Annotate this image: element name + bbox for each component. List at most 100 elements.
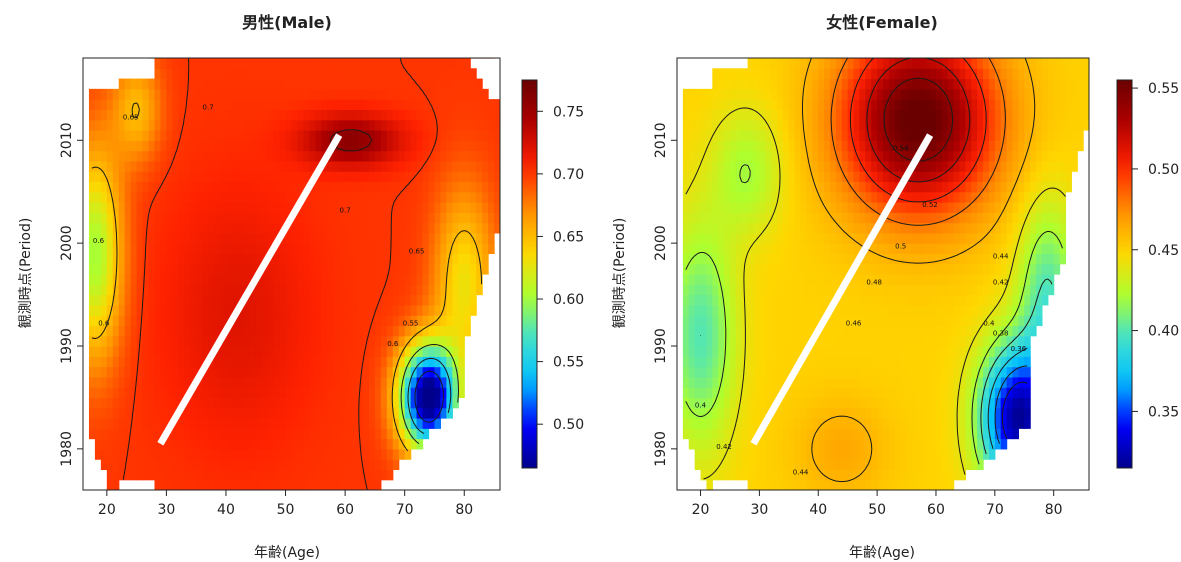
heatmap-cell xyxy=(410,263,418,275)
heatmap-cell xyxy=(847,407,855,419)
heatmap-cell xyxy=(279,418,287,429)
heatmap-cell xyxy=(196,397,203,409)
heatmap-cell xyxy=(694,109,702,121)
heatmap-cell xyxy=(800,109,808,121)
heatmap-cell xyxy=(841,212,849,224)
heatmap-cell xyxy=(682,181,690,193)
heatmap-cell xyxy=(835,88,843,100)
heatmap-cell xyxy=(847,171,855,183)
heatmap-cell xyxy=(741,284,749,296)
heatmap-cell xyxy=(237,346,245,357)
heatmap-cell xyxy=(392,387,400,399)
heatmap-cell xyxy=(106,356,114,368)
heatmap-cell xyxy=(853,181,861,193)
heatmap-cell xyxy=(231,78,239,90)
heatmap-cell xyxy=(476,109,483,121)
contour-label: 0.65 xyxy=(123,114,139,122)
heatmap-cell xyxy=(440,212,447,224)
heatmap-cell xyxy=(321,397,328,409)
heatmap-cell xyxy=(888,448,896,460)
heatmap-cell xyxy=(906,315,914,327)
heatmap-cell xyxy=(279,88,287,100)
heatmap-cell xyxy=(380,356,388,368)
heatmap-cell xyxy=(777,58,784,69)
heatmap-cell xyxy=(190,479,197,490)
heatmap-cell xyxy=(88,366,96,378)
heatmap-cell xyxy=(273,387,281,399)
heatmap-cell xyxy=(148,469,156,481)
heatmap-cell xyxy=(794,469,802,481)
heatmap-cell xyxy=(345,99,352,111)
heatmap-cell xyxy=(871,212,878,224)
heatmap-cell xyxy=(160,469,167,481)
heatmap-cell xyxy=(729,335,737,347)
heatmap-cell xyxy=(273,294,281,306)
heatmap-cell xyxy=(859,78,866,90)
heatmap-cell xyxy=(321,346,328,357)
heatmap-cell xyxy=(841,140,849,152)
heatmap-cell xyxy=(440,202,447,213)
heatmap-cell xyxy=(724,335,731,347)
heatmap-cell xyxy=(148,397,156,409)
heatmap-cell xyxy=(741,263,749,275)
heatmap-cell xyxy=(841,160,849,172)
heatmap-cell xyxy=(947,304,955,316)
heatmap-cell xyxy=(291,58,299,59)
heatmap-cell xyxy=(184,263,191,275)
heatmap-cell xyxy=(983,294,990,306)
heatmap-cell xyxy=(410,88,418,100)
plot-frame xyxy=(82,57,501,491)
heatmap-cell xyxy=(835,58,843,69)
heatmap-cell xyxy=(812,263,819,275)
heatmap-cell xyxy=(494,130,500,141)
heatmap-cell xyxy=(321,253,328,265)
heatmap-cell xyxy=(434,119,442,131)
heatmap-cell xyxy=(154,88,162,100)
heatmap-cell xyxy=(220,428,227,440)
heatmap-cell xyxy=(718,356,725,368)
heatmap-cell xyxy=(800,376,808,388)
heatmap-cell xyxy=(765,78,772,90)
heatmap-cell xyxy=(172,366,179,378)
heatmap-cell xyxy=(362,202,370,213)
heatmap-cell xyxy=(853,88,861,100)
heatmap-cell xyxy=(94,253,102,265)
heatmap-cell xyxy=(894,315,902,327)
heatmap-cell xyxy=(888,58,896,69)
heatmap-cell xyxy=(345,58,352,69)
heatmap-cell xyxy=(148,202,156,213)
heatmap-cell xyxy=(214,387,221,399)
heatmap-cell xyxy=(983,232,990,244)
heatmap-cell xyxy=(912,243,919,255)
heatmap-cell xyxy=(303,212,310,224)
heatmap-cell xyxy=(196,479,203,490)
heatmap-cell xyxy=(977,160,984,172)
heatmap-cell xyxy=(368,160,376,172)
heatmap-cell xyxy=(912,212,919,224)
heatmap-cell xyxy=(941,232,949,244)
heatmap-cell xyxy=(357,202,364,213)
heatmap-cell xyxy=(847,325,855,337)
heatmap-cell xyxy=(452,294,459,306)
heatmap-cell xyxy=(220,130,227,141)
heatmap-cell xyxy=(374,68,382,80)
heatmap-cell xyxy=(136,253,144,265)
heatmap-cell xyxy=(345,284,352,296)
heatmap-cell xyxy=(357,243,364,255)
heatmap-cell xyxy=(753,232,760,244)
heatmap-cell xyxy=(142,356,150,368)
heatmap-cell xyxy=(906,448,914,460)
heatmap-cell xyxy=(297,407,305,419)
heatmap-cell xyxy=(682,315,690,327)
heatmap-cell xyxy=(357,181,364,193)
heatmap-cell xyxy=(818,99,825,111)
heatmap-cell xyxy=(273,418,281,429)
heatmap-cell xyxy=(267,418,275,429)
heatmap-cell xyxy=(812,274,819,285)
heatmap-cell xyxy=(237,376,245,388)
heatmap-cell xyxy=(160,294,167,306)
heatmap-cell xyxy=(124,140,132,152)
heatmap-cell xyxy=(267,130,275,141)
heatmap-cell xyxy=(106,253,114,265)
heatmap-cell xyxy=(959,99,966,111)
